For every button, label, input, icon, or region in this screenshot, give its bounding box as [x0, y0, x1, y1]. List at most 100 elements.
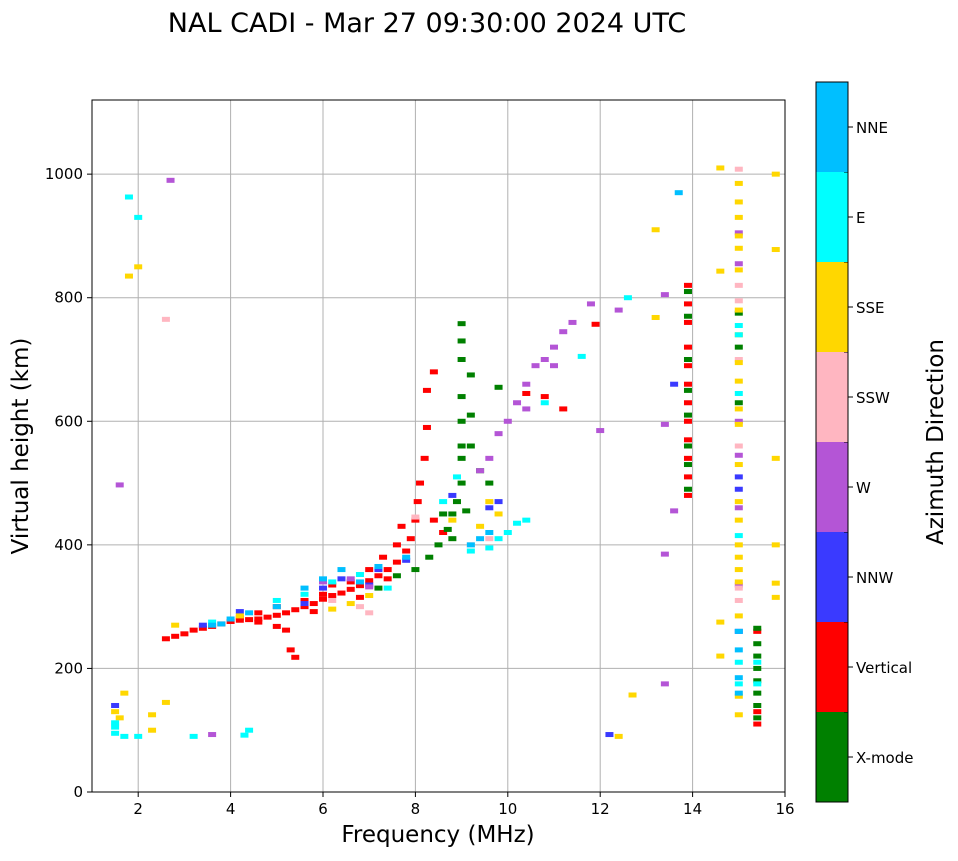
data-point: [734, 307, 743, 313]
data-point: [485, 530, 494, 535]
data-point: [513, 400, 522, 406]
data-point: [226, 616, 235, 622]
data-point: [448, 517, 457, 523]
data-point: [734, 693, 743, 699]
data-point: [319, 585, 327, 591]
data-point: [734, 567, 743, 573]
data-point: [683, 412, 692, 418]
data-point: [485, 455, 494, 461]
data-point: [328, 606, 337, 612]
data-point: [282, 610, 291, 616]
data-point: [734, 245, 743, 251]
data-point: [494, 511, 503, 517]
data-point: [568, 319, 577, 325]
data-point: [660, 421, 669, 427]
data-point: [124, 273, 133, 279]
data-point: [272, 597, 281, 603]
colorbar-tick-label: SSE: [856, 299, 885, 317]
data-point: [245, 617, 254, 623]
data-point: [734, 261, 743, 267]
data-point: [319, 576, 327, 582]
data-point: [734, 166, 743, 172]
data-point: [161, 699, 170, 705]
data-point: [466, 372, 475, 378]
data-point: [291, 654, 300, 660]
colorbar-segment: [816, 262, 848, 352]
data-point: [282, 627, 291, 633]
data-point: [319, 596, 327, 602]
colorbar-segment: [816, 442, 848, 532]
data-point: [494, 431, 503, 437]
data-point: [734, 499, 743, 505]
data-point: [328, 593, 337, 599]
colorbar-segment: [816, 352, 848, 442]
data-point: [365, 567, 374, 573]
data-point: [522, 406, 531, 412]
data-point: [411, 517, 420, 523]
data-point: [522, 381, 531, 387]
data-point: [753, 703, 762, 708]
data-point: [416, 480, 425, 486]
data-point: [392, 542, 401, 548]
data-point: [734, 613, 743, 619]
data-point: [466, 542, 475, 548]
data-point: [485, 536, 494, 542]
data-point: [503, 418, 512, 424]
data-point: [734, 233, 743, 239]
data-point: [457, 443, 466, 449]
data-point: [111, 730, 120, 736]
data-point: [660, 551, 669, 557]
data-point: [198, 622, 207, 628]
data-point: [254, 616, 263, 622]
data-point: [392, 573, 401, 579]
data-point: [550, 344, 558, 350]
data-point: [134, 264, 143, 270]
data-point: [300, 604, 309, 610]
data-point: [452, 499, 461, 505]
data-point: [683, 492, 692, 498]
colorbar-tick-label: E: [856, 209, 865, 227]
data-point: [457, 455, 466, 461]
colorbar-tick-label: NNW: [856, 569, 893, 587]
data-point: [337, 576, 346, 582]
data-point: [683, 289, 692, 295]
data-point: [734, 690, 743, 696]
y-tick-label: 0: [73, 783, 83, 801]
data-point: [753, 628, 762, 634]
data-point: [245, 727, 254, 733]
data-point: [771, 171, 780, 177]
data-point: [309, 601, 318, 607]
data-point: [406, 536, 415, 542]
data-point: [148, 727, 157, 733]
data-point: [540, 394, 549, 400]
data-point: [235, 613, 244, 619]
data-point: [355, 604, 364, 610]
colorbar-tick-label: SSW: [856, 389, 890, 407]
data-point: [670, 508, 679, 514]
data-point: [420, 455, 429, 461]
data-point: [272, 612, 281, 618]
data-point: [683, 381, 692, 387]
data-point: [494, 536, 503, 542]
data-point: [240, 732, 249, 738]
data-point: [120, 733, 129, 739]
data-point: [448, 536, 457, 542]
data-point: [753, 653, 762, 659]
data-point: [559, 329, 568, 335]
data-point: [355, 594, 364, 600]
data-point: [734, 659, 743, 665]
data-point: [674, 190, 683, 196]
data-point: [189, 627, 198, 633]
x-tick-label: 8: [411, 800, 421, 818]
data-point: [429, 517, 438, 523]
data-point: [148, 712, 157, 718]
x-tick-label: 6: [318, 800, 328, 818]
series-e: [111, 194, 762, 739]
data-point: [452, 474, 461, 480]
data-point: [272, 623, 281, 629]
data-point: [235, 609, 244, 615]
data-point: [753, 721, 762, 727]
series-nne: [208, 190, 743, 696]
data-point: [374, 563, 383, 569]
